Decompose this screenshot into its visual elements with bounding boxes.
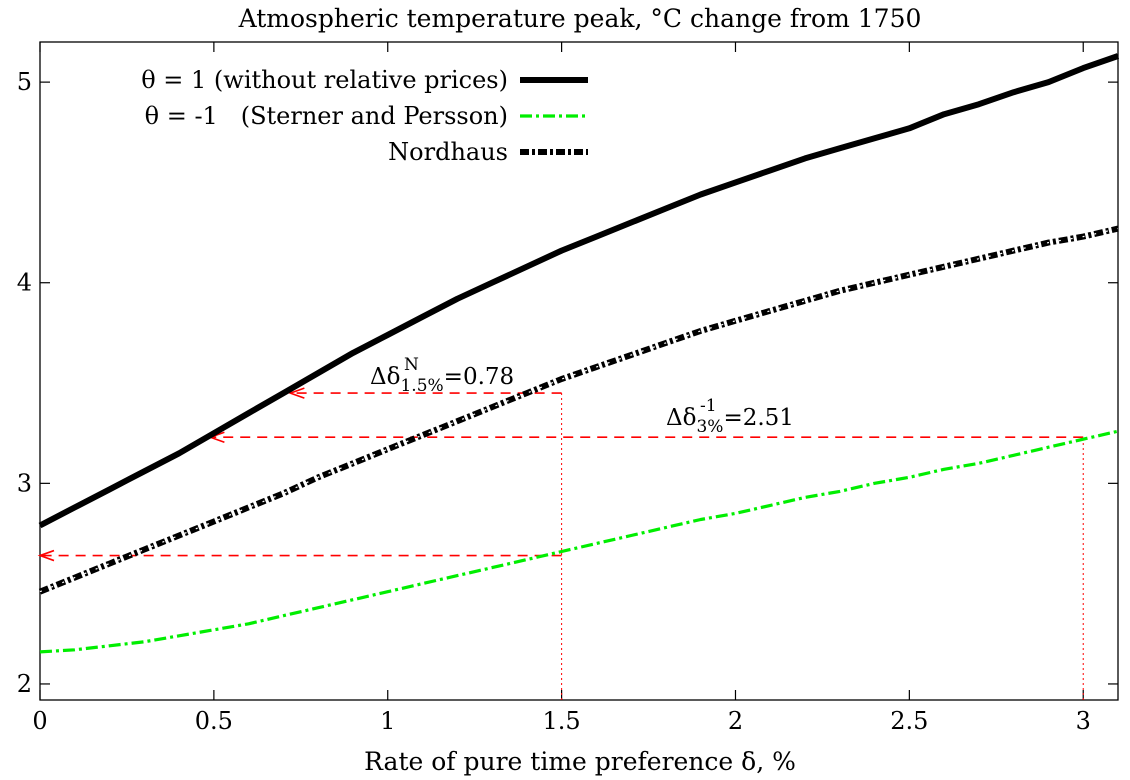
legend-label-3: Nordhaus	[388, 138, 508, 166]
annotation-label-superscript: N	[404, 355, 419, 375]
y-tick-label: 2	[17, 670, 32, 698]
legend-label-1: θ = 1 (without relative prices)	[141, 66, 508, 94]
chart-title: Atmospheric temperature peak, °C change …	[238, 4, 922, 33]
y-tick-label: 3	[17, 469, 32, 497]
plot-frame	[39, 41, 1119, 701]
series-lines	[38, 53, 1119, 654]
x-tick-label: 1	[380, 707, 395, 735]
annotation-label: Δδ3%=2.51	[666, 405, 794, 437]
legend-label-2: θ = -1 (Sterner and Persson)	[145, 102, 508, 130]
annotation-lines	[37, 387, 1084, 700]
annotation-arrow-head	[37, 549, 55, 562]
annotation-arrow-head	[287, 387, 305, 399]
series-line-1	[38, 53, 1119, 529]
series-line-2	[39, 429, 1119, 654]
axis-ticks: 0 0.5 1 1.5 2 2.5 3 2 3 4 5	[17, 42, 1118, 735]
series-line-3-highlight	[39, 228, 1119, 593]
y-tick-label: 5	[17, 68, 32, 96]
x-tick-label: 2	[728, 707, 743, 735]
plot-border	[39, 41, 1119, 701]
annotation-label-superscript: -1	[700, 396, 717, 416]
series-line-3	[38, 225, 1119, 595]
annotation-label: Δδ1.5%=0.78	[370, 364, 514, 396]
x-tick-label: 0	[32, 707, 47, 735]
x-tick-label: 3	[1076, 707, 1091, 735]
x-axis-label: Rate of pure time preference δ, %	[364, 747, 796, 776]
x-tick-label: 0.5	[195, 707, 233, 735]
legend: θ = 1 (without relative prices) θ = -1 (S…	[141, 66, 588, 166]
annotation-labels: Δδ1.5%=0.78N Δδ3%=2.51-1	[370, 355, 794, 437]
y-tick-label: 4	[17, 269, 32, 297]
x-tick-label: 1.5	[543, 707, 581, 735]
x-tick-label: 2.5	[890, 707, 928, 735]
